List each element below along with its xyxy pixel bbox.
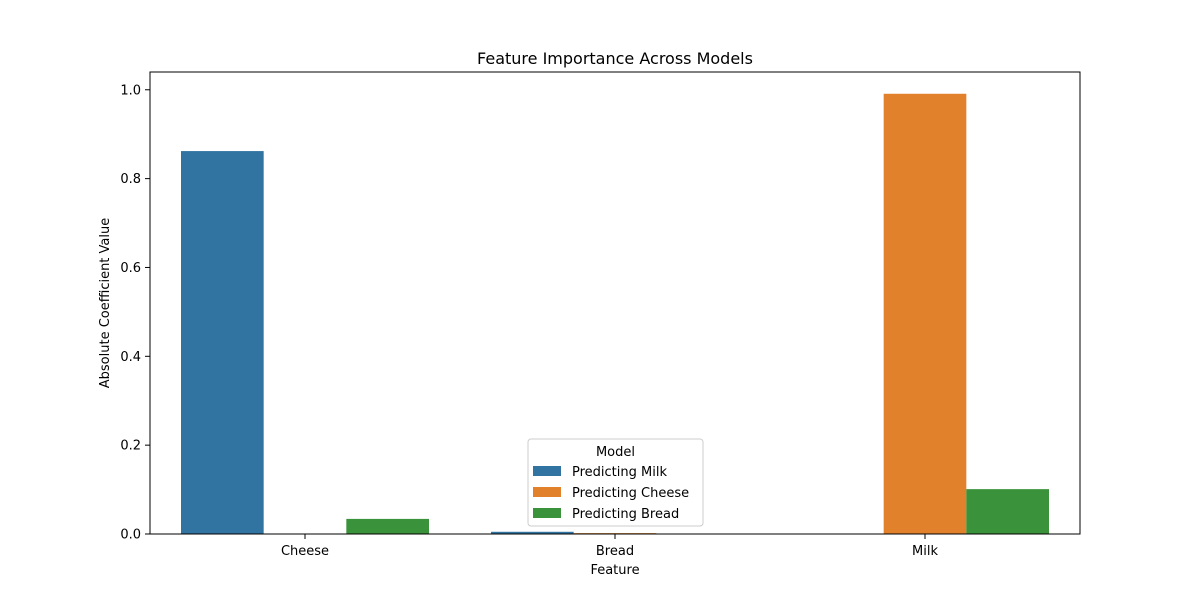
x-axis: Cheese Bread Milk [281,534,938,559]
y-tick-label: 0.0 [120,528,141,543]
bar-predicting-bread-milk [966,489,1049,534]
legend-swatch [533,508,561,518]
x-axis-label: Feature [590,563,639,578]
x-tick-label: Milk [912,544,938,559]
chart-title: Feature Importance Across Models [477,49,753,68]
bar-predicting-milk-bread [491,531,574,534]
legend: Model Predicting Milk Predicting Cheese Pre… [527,438,704,527]
legend-label: Predicting Milk [572,465,667,480]
legend-box [527,438,704,527]
y-tick-label: 1.0 [120,83,141,98]
legend-swatch [533,487,561,497]
x-tick-label: Bread [596,544,634,559]
legend-swatch [533,466,561,476]
legend-title: Model [596,445,635,460]
y-tick-label: 0.2 [120,439,141,454]
y-tick-label: 0.6 [120,261,141,276]
bars-group [181,93,1049,535]
y-axis: 0.0 0.2 0.4 0.6 0.8 1.0 [120,83,150,543]
bar-predicting-milk-cheese [181,151,264,535]
bar-predicting-cheese-milk [883,93,967,535]
y-axis-label: Absolute Coefficient Value [98,218,113,388]
legend-label: Predicting Cheese [572,486,689,501]
x-tick-label: Cheese [281,544,329,559]
bar-predicting-bread-cheese [346,518,429,534]
y-tick-label: 0.8 [120,172,141,187]
legend-label: Predicting Bread [572,507,679,522]
y-tick-label: 0.4 [120,350,141,365]
